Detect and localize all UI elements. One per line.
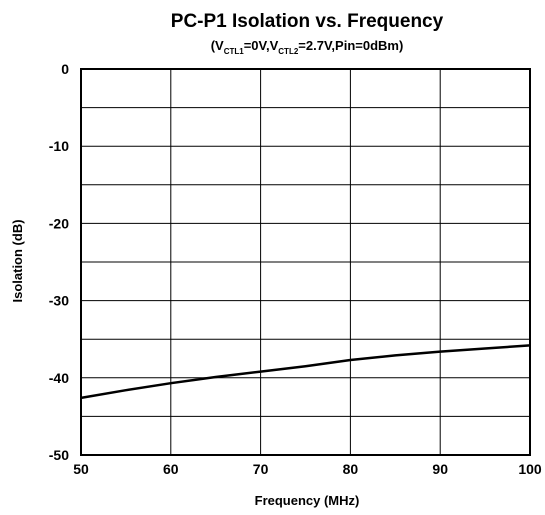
- x-tick-label: 90: [432, 461, 448, 477]
- y-axis-label: Isolation (dB): [10, 219, 25, 302]
- y-tick-label: -50: [49, 447, 69, 463]
- y-tick-label: -40: [49, 370, 69, 386]
- y-tick-label: 0: [61, 61, 69, 77]
- x-tick-label: 100: [518, 461, 542, 477]
- x-axis-label: Frequency (MHz): [255, 493, 360, 508]
- x-tick-label: 50: [73, 461, 89, 477]
- y-tick-label: -20: [49, 215, 69, 231]
- series-line: [80, 344, 531, 400]
- x-tick-label: 70: [253, 461, 269, 477]
- grid: [81, 69, 530, 455]
- tick-labels: 50 60 70 80 90 100 0 -10 -20 -30 -40 -50: [49, 61, 542, 477]
- x-tick-label: 60: [163, 461, 179, 477]
- x-tick-label: 80: [343, 461, 359, 477]
- chart-subtitle: (VCTL1=0V,VCTL2=2.7V,Pin=0dBm): [211, 38, 404, 56]
- series-group: [80, 344, 531, 400]
- y-tick-label: -30: [49, 293, 69, 309]
- plot-frame: [80, 68, 531, 456]
- y-tick-label: -10: [49, 138, 69, 154]
- chart-title: PC-P1 Isolation vs. Frequency: [171, 11, 444, 32]
